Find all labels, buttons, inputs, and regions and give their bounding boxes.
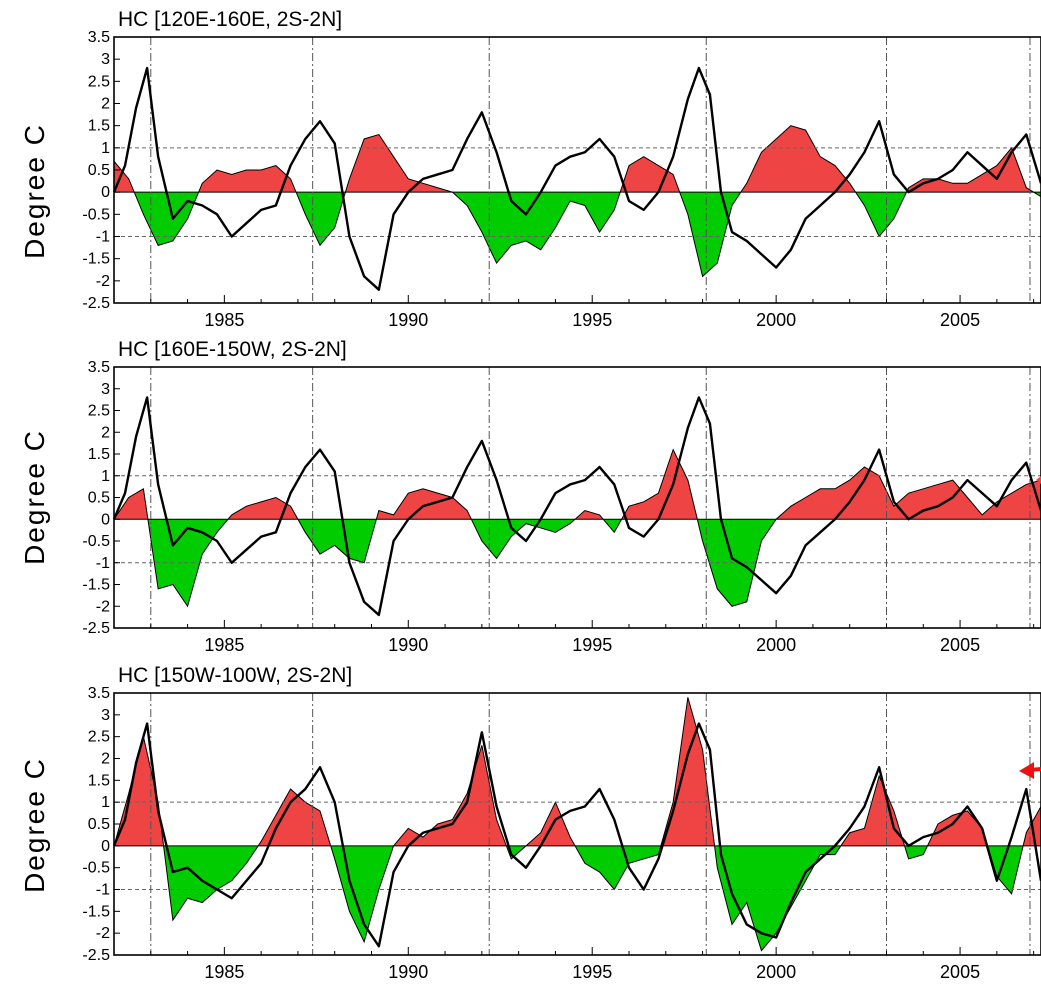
y-axis-label: Degree C bbox=[19, 757, 50, 893]
panel-west-pacific: HC [120E-160E, 2S-2N] Degree C 3.5 3 2.5 2 1… bbox=[19, 8, 1041, 330]
y-tick-label: 1 bbox=[101, 468, 110, 485]
y-tick-label: -2 bbox=[96, 273, 110, 290]
panel-title: HC [120E-160E, 2S-2N] bbox=[118, 8, 342, 31]
x-tick-label: 1990 bbox=[388, 635, 428, 655]
y-tick-label: -1.5 bbox=[82, 251, 110, 268]
y-tick-label: 3 bbox=[101, 381, 110, 398]
x-tick-label: 2005 bbox=[940, 310, 980, 330]
y-tick-label: 1 bbox=[101, 140, 110, 157]
panel-east-pacific: HC [150W-100W, 2S-2N] Degree C 3.5 3 2.5 2 1… bbox=[19, 664, 1041, 982]
y-tick-label: 0 bbox=[101, 838, 110, 855]
annotation-marker-icon bbox=[1036, 476, 1041, 484]
y-tick-label: -1.5 bbox=[82, 903, 110, 920]
positive-anomaly-area bbox=[114, 697, 1041, 846]
panel-title: HC [160E-150W, 2S-2N] bbox=[118, 338, 347, 361]
y-tick-label: 3.5 bbox=[88, 29, 110, 46]
y-tick-label: 3 bbox=[101, 707, 110, 724]
positive-anomaly-area bbox=[114, 125, 1034, 193]
plot-area: 3.5 3 2.5 2 1.5 1 0.5 0 -0.5 -1 -1.5 -2 -2.5 1985 1990… bbox=[82, 29, 1041, 330]
index-line-series bbox=[112, 722, 1041, 948]
y-tick-label: -0.5 bbox=[82, 206, 110, 223]
x-tick-label: 1990 bbox=[388, 962, 428, 982]
y-tick-label: 2 bbox=[101, 751, 110, 768]
area-series-outline bbox=[113, 697, 1041, 952]
x-tick-label: 2005 bbox=[940, 962, 980, 982]
x-tick-label: 1985 bbox=[204, 635, 244, 655]
y-tick-label: -1 bbox=[96, 555, 110, 572]
area-series-outline bbox=[113, 125, 1041, 278]
plot-area: 3.5 3 2.5 2 1.5 1 0.5 0 -0.5 -1 -1.5 -2 -2.5 1985 1990… bbox=[82, 359, 1041, 655]
y-tick-label: -1 bbox=[96, 882, 110, 899]
negative-anomaly-area bbox=[114, 519, 1041, 607]
x-tick-label: 1985 bbox=[204, 310, 244, 330]
annotation-arrow-icon bbox=[1019, 762, 1041, 779]
y-tick-label: 2.5 bbox=[88, 729, 110, 746]
area-series-outline bbox=[113, 448, 1041, 608]
x-tick-label: 1995 bbox=[572, 310, 612, 330]
y-tick-label: -2 bbox=[96, 925, 110, 942]
y-tick-label: 2 bbox=[101, 424, 110, 441]
y-tick-label: 0 bbox=[101, 184, 110, 201]
negative-anomaly-area bbox=[163, 845, 1024, 951]
index-line-series bbox=[112, 396, 1041, 617]
x-tick-label: 2000 bbox=[756, 635, 796, 655]
panel-title: HC [150W-100W, 2S-2N] bbox=[118, 664, 352, 687]
y-tick-label: 0 bbox=[101, 511, 110, 528]
y-tick-label: -2.5 bbox=[82, 620, 110, 637]
y-tick-label: 2 bbox=[101, 96, 110, 113]
index-line-series bbox=[112, 66, 1041, 291]
x-tick-label: 2005 bbox=[940, 635, 980, 655]
plot-area: 3.5 3 2.5 2 1.5 1 0.5 0 -0.5 -1 -1.5 -2 -2.5 1985 1990… bbox=[82, 685, 1041, 982]
y-tick-label: -0.5 bbox=[82, 860, 110, 877]
y-tick-label: 0.5 bbox=[88, 162, 110, 179]
x-tick-label: 1995 bbox=[572, 962, 612, 982]
y-tick-label: 3.5 bbox=[88, 359, 110, 376]
y-tick-label: 3.5 bbox=[88, 685, 110, 702]
y-tick-label: 2.5 bbox=[88, 403, 110, 420]
y-axis-label: Degree C bbox=[19, 429, 50, 565]
y-tick-label: 0.5 bbox=[88, 490, 110, 507]
y-tick-label: 1 bbox=[101, 794, 110, 811]
y-tick-label: 1.5 bbox=[88, 118, 110, 135]
positive-anomaly-area bbox=[114, 449, 1041, 520]
y-tick-label: -0.5 bbox=[82, 533, 110, 550]
y-tick-label: -1 bbox=[96, 229, 110, 246]
x-tick-label: 1985 bbox=[204, 962, 244, 982]
y-tick-label: 3 bbox=[101, 51, 110, 68]
y-tick-label: 0.5 bbox=[88, 816, 110, 833]
y-tick-label: -1.5 bbox=[82, 577, 110, 594]
y-tick-label: -2.5 bbox=[82, 947, 110, 964]
panel-central-pacific: HC [160E-150W, 2S-2N] Degree C 3.5 3 2.5 2 1… bbox=[19, 338, 1041, 655]
x-tick-label: 2000 bbox=[756, 310, 796, 330]
y-tick-label: 2.5 bbox=[88, 73, 110, 90]
y-tick-label: 1.5 bbox=[88, 446, 110, 463]
y-tick-label: 1.5 bbox=[88, 772, 110, 789]
x-tick-label: 2000 bbox=[756, 962, 796, 982]
y-axis-label: Degree C bbox=[19, 123, 50, 259]
y-tick-label: -2 bbox=[96, 598, 110, 615]
plot-frame bbox=[113, 366, 1041, 629]
y-tick-label: -2.5 bbox=[82, 295, 110, 312]
x-tick-label: 1995 bbox=[572, 635, 612, 655]
plot-frame bbox=[113, 692, 1041, 956]
x-tick-label: 1990 bbox=[388, 310, 428, 330]
